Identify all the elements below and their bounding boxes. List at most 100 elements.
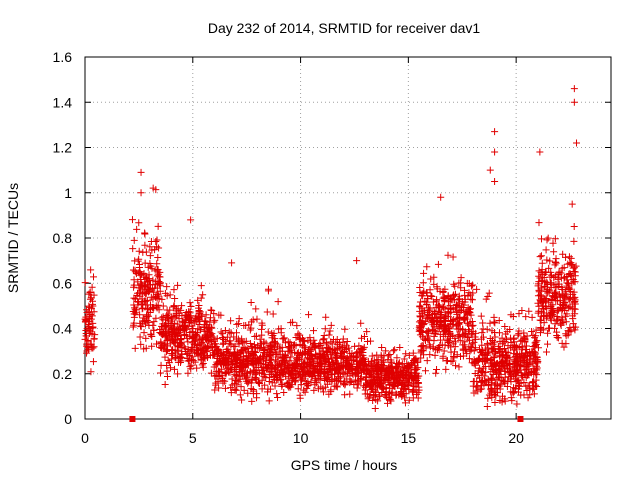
data-point xyxy=(152,340,160,348)
data-point xyxy=(514,331,522,339)
data-point xyxy=(455,320,463,328)
data-point xyxy=(140,329,148,337)
data-point xyxy=(539,299,547,307)
y-tick-label: 0.2 xyxy=(53,366,73,382)
data-point xyxy=(357,319,365,327)
data-point xyxy=(208,307,216,315)
data-point xyxy=(426,286,434,294)
data-point xyxy=(310,327,318,335)
data-point xyxy=(571,300,579,308)
data-point xyxy=(479,368,487,376)
data-point xyxy=(483,402,491,410)
data-point xyxy=(156,287,164,295)
data-point xyxy=(170,286,178,294)
data-point xyxy=(428,293,436,301)
data-point xyxy=(250,387,258,395)
data-point xyxy=(299,368,307,376)
data-point xyxy=(472,335,480,343)
data-point xyxy=(175,309,183,317)
data-point xyxy=(244,356,252,364)
data-point xyxy=(512,359,520,367)
data-point xyxy=(569,312,577,320)
x-tick-label: 10 xyxy=(293,430,309,446)
data-point xyxy=(346,379,354,387)
data-point xyxy=(537,292,545,300)
data-point xyxy=(186,329,194,337)
data-point xyxy=(382,384,390,392)
data-point xyxy=(558,314,566,322)
data-point xyxy=(137,168,145,176)
data-point xyxy=(430,273,438,281)
data-point xyxy=(543,304,551,312)
data-point xyxy=(135,247,143,255)
data-point xyxy=(139,285,147,293)
data-point xyxy=(437,193,445,201)
data-point xyxy=(271,362,279,370)
data-point xyxy=(381,392,389,400)
data-point xyxy=(481,363,489,371)
data-point xyxy=(195,314,203,322)
data-point xyxy=(244,344,252,352)
data-point xyxy=(534,280,542,288)
data-point xyxy=(491,128,499,136)
data-point xyxy=(184,349,192,357)
data-point xyxy=(527,369,535,377)
data-point xyxy=(356,348,364,356)
data-point xyxy=(207,369,215,377)
data-point xyxy=(163,346,171,354)
data-point xyxy=(132,306,140,314)
data-point xyxy=(565,304,573,312)
data-point xyxy=(547,310,555,318)
data-point xyxy=(551,235,559,243)
data-point xyxy=(553,333,561,341)
data-point xyxy=(455,333,463,341)
data-point xyxy=(224,345,232,353)
data-point xyxy=(500,344,508,352)
data-point xyxy=(319,354,327,362)
data-point xyxy=(369,376,377,384)
data-point xyxy=(247,342,255,350)
data-point xyxy=(547,279,555,287)
data-point xyxy=(149,276,157,284)
data-point xyxy=(174,281,182,289)
data-point xyxy=(242,322,250,330)
data-point xyxy=(499,340,507,348)
data-point xyxy=(478,329,486,337)
y-tick-label: 0.6 xyxy=(53,275,73,291)
data-point xyxy=(287,342,295,350)
data-point xyxy=(388,369,396,377)
data-point xyxy=(534,357,542,365)
data-point xyxy=(545,264,553,272)
data-point xyxy=(457,284,465,292)
data-point xyxy=(572,323,580,331)
data-point xyxy=(397,379,405,387)
data-point xyxy=(560,293,568,301)
data-point xyxy=(491,177,499,185)
data-point xyxy=(213,335,221,343)
data-point xyxy=(202,311,210,319)
data-point xyxy=(452,362,460,370)
data-point xyxy=(212,367,220,375)
data-point xyxy=(305,311,313,319)
data-point xyxy=(174,346,182,354)
data-point xyxy=(551,293,559,301)
data-point xyxy=(207,323,215,331)
data-point xyxy=(423,334,431,342)
data-point xyxy=(410,382,418,390)
data-point xyxy=(159,302,167,310)
data-point xyxy=(219,334,227,342)
data-point xyxy=(360,332,368,340)
data-point xyxy=(451,290,459,298)
data-point xyxy=(338,353,346,361)
data-point xyxy=(260,347,268,355)
data-point xyxy=(484,344,492,352)
data-point xyxy=(533,383,541,391)
data-point xyxy=(293,322,301,330)
data-point xyxy=(197,282,205,290)
data-point xyxy=(228,259,236,267)
data-point xyxy=(450,315,458,323)
data-point xyxy=(532,332,540,340)
x-tick-label: 15 xyxy=(401,430,417,446)
data-point xyxy=(570,222,578,230)
data-point xyxy=(333,354,341,362)
